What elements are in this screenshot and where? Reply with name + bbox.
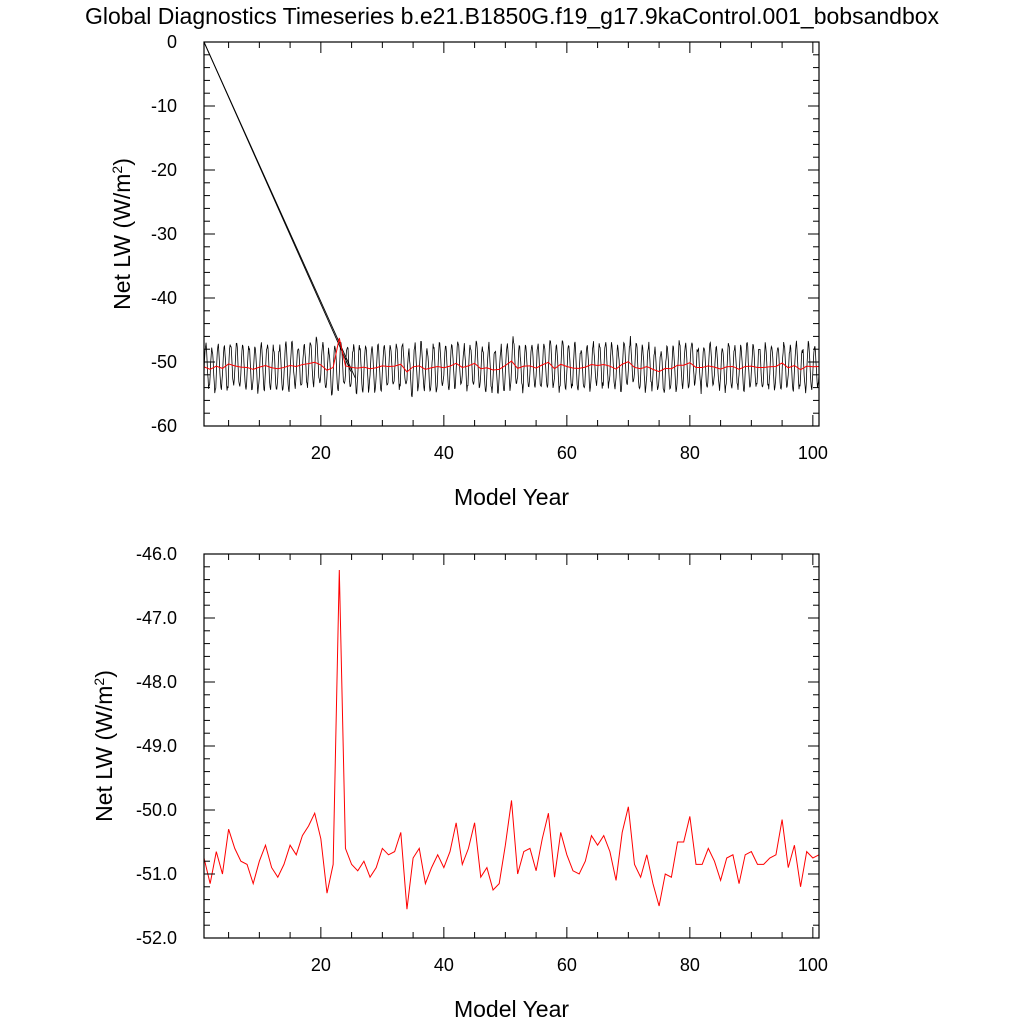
bottom-panel: 20 40 60 80 100 -46.0 -47.0 -48.0 -49.0 -50.0 -51.…: [91, 544, 828, 1022]
y-tick-label: -51.0: [136, 864, 177, 884]
x-tick-label: 80: [680, 443, 700, 463]
x-tick-label: 60: [557, 443, 577, 463]
x-tick-label: 80: [680, 955, 700, 975]
spurious-line: [204, 42, 352, 372]
plot-frame: [203, 553, 820, 939]
y-tick-label: -10: [151, 96, 177, 116]
x-tick-label: 40: [434, 955, 454, 975]
y-tick-label: -60: [151, 416, 177, 436]
annual-mean-line: [204, 337, 819, 373]
y-tick-label: -49.0: [136, 736, 177, 756]
monthly-series-line: [204, 335, 819, 398]
y-tick-label: -48.0: [136, 672, 177, 692]
x-tick-label: 40: [434, 443, 454, 463]
plot-data: [204, 42, 819, 398]
x-tick-label: 100: [798, 443, 828, 463]
y-tick-label: -50.0: [136, 800, 177, 820]
y-axis-label-text: Net LW (W/m: [91, 686, 117, 822]
y-tick-label: -30: [151, 224, 177, 244]
x-tick-label: 20: [311, 955, 331, 975]
x-tick-label: 100: [798, 955, 828, 975]
y-tick-label: -46.0: [136, 544, 177, 564]
x-axis-label: Model Year: [454, 484, 569, 510]
y-axis-label: Net LW (W/m2): [109, 158, 135, 310]
y-tick-label: -20: [151, 160, 177, 180]
y-axis-label-superscript: 2: [109, 166, 125, 174]
y-tick-label: -50: [151, 352, 177, 372]
x-tick-label: 20: [311, 443, 331, 463]
y-tick-label: -47.0: [136, 608, 177, 628]
annual-mean-line: [204, 569, 819, 910]
y-tick-label: -40: [151, 288, 177, 308]
y-axis-label-text: Net LW (W/m: [109, 174, 135, 310]
y-axis-label-superscript: 2: [91, 678, 107, 686]
y-axis-label: Net LW (W/m2): [91, 670, 117, 822]
figure-title: Global Diagnostics Timeseries b.e21.B185…: [84, 3, 940, 29]
top-panel: 20 40 60 80 100 0 -10 -20 -30 -40 -50 -60 Model Year…: [109, 32, 828, 510]
plot-data: [204, 569, 819, 910]
y-tick-label: -52.0: [136, 928, 177, 948]
x-axis-label: Model Year: [454, 996, 569, 1022]
x-tick-label: 60: [557, 955, 577, 975]
y-tick-label: 0: [167, 32, 177, 52]
y-axis-label-close: ): [109, 158, 135, 166]
y-axis-label-close: ): [91, 670, 117, 678]
